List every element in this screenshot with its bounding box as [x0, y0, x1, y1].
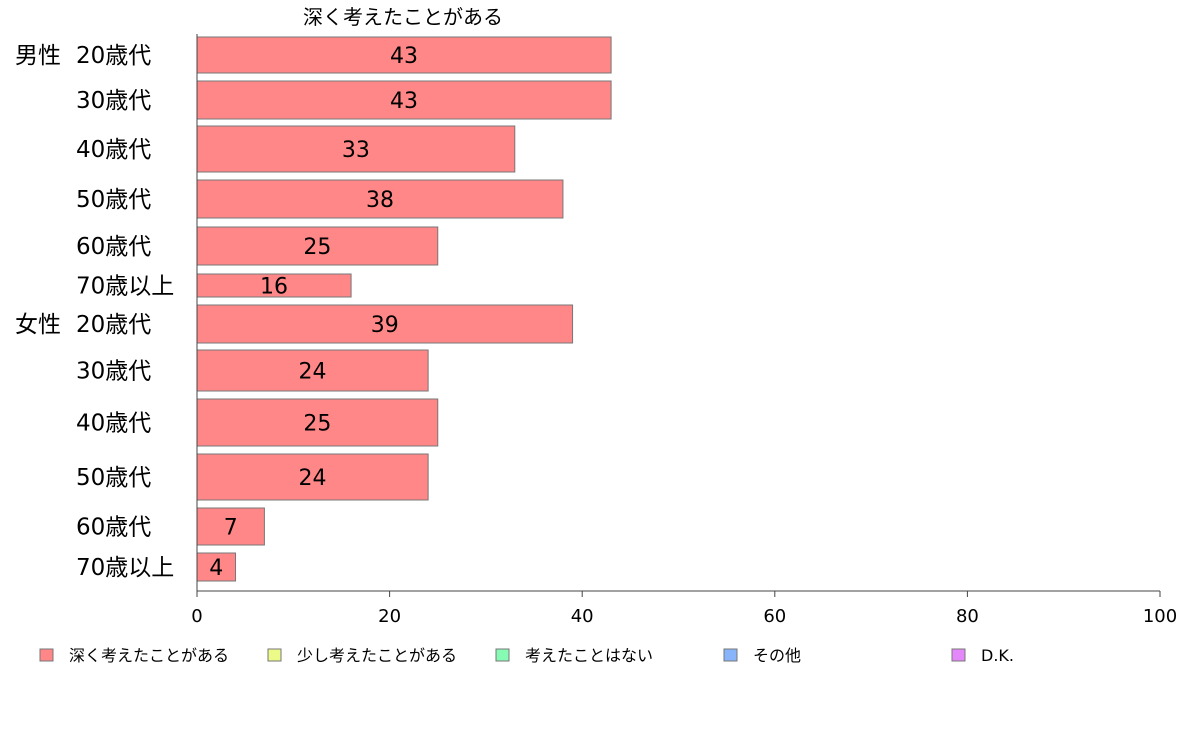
- category-label: 70歳以上: [76, 274, 174, 300]
- category-label: 40歳代: [76, 137, 151, 163]
- bar: [196, 80, 612, 120]
- category-label: 60歳代: [76, 515, 151, 541]
- bar: [196, 36, 612, 74]
- legend-label: D.K.: [981, 646, 1014, 665]
- bar-value-label: 39: [371, 313, 399, 338]
- category-label: 50歳代: [76, 465, 151, 491]
- chart-title: 深く考えたことがある: [303, 5, 503, 29]
- bar: [196, 304, 574, 344]
- bar-value-label: 38: [366, 188, 394, 213]
- x-tick-label: 40: [571, 606, 594, 627]
- bars-layer: 4320歳代男性4330歳代3340歳代3850歳代2560歳代1670歳以上3…: [15, 36, 612, 582]
- bar: [196, 125, 516, 173]
- category-label: 50歳代: [76, 187, 151, 213]
- legend-swatch: [39, 648, 54, 662]
- category-label: 40歳代: [76, 411, 151, 437]
- bar: [196, 226, 439, 266]
- category-label: 70歳以上: [76, 555, 174, 581]
- bar-value-label: 16: [260, 275, 288, 300]
- bar-value-label: 4: [209, 556, 223, 581]
- bar-value-label: 25: [303, 235, 331, 260]
- bar-value-label: 25: [303, 412, 331, 437]
- x-tick-label: 0: [191, 606, 202, 627]
- category-label: 30歳代: [76, 359, 151, 385]
- category-label: 20歳代: [76, 312, 151, 338]
- legend-label: 少し考えたことがある: [297, 646, 457, 665]
- x-axis: 0 20 40 60 80 100: [191, 34, 1177, 627]
- x-tick-label: 20: [378, 606, 401, 627]
- legend-swatch: [723, 648, 738, 662]
- legend-label: 深く考えたことがある: [69, 646, 229, 665]
- category-label: 30歳代: [76, 88, 151, 114]
- bar-value-label: 43: [390, 44, 418, 69]
- category-label: 20歳代: [76, 43, 151, 69]
- bar-value-label: 33: [342, 138, 370, 163]
- x-tick-label: 100: [1143, 606, 1177, 627]
- group-label: 男性: [15, 43, 61, 69]
- group-label: 女性: [15, 312, 61, 338]
- legend-label: 考えたことはない: [525, 646, 653, 665]
- bar-value-label: 24: [299, 360, 327, 385]
- legend-label: その他: [753, 646, 801, 665]
- bar-value-label: 24: [299, 466, 327, 491]
- bar: [196, 349, 429, 392]
- bar: [196, 179, 564, 219]
- legend-swatch: [951, 648, 966, 662]
- bar-value-label: 7: [224, 516, 238, 541]
- x-tick-label: 80: [956, 606, 979, 627]
- legend: 深く考えたことがある 少し考えたことがある 考えたことはない その他 D.K.: [39, 646, 1014, 665]
- legend-swatch: [267, 648, 282, 662]
- bar-value-label: 43: [390, 89, 418, 114]
- legend-swatch: [495, 648, 510, 662]
- category-label: 60歳代: [76, 234, 151, 260]
- x-tick-label: 60: [763, 606, 786, 627]
